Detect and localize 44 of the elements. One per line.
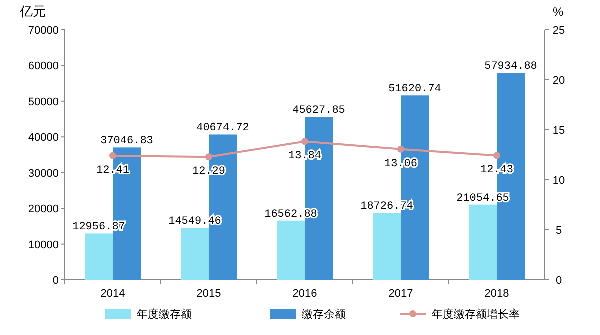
y2-tick-label: 15 — [552, 125, 566, 137]
y2-tick-label: 25 — [552, 25, 566, 37]
legend-label: 缴存余额 — [302, 308, 346, 321]
data-label: 13.84 — [288, 150, 322, 163]
y-tick-label: 30000 — [28, 168, 59, 180]
data-label: 13.06 — [384, 158, 418, 170]
y2-tick-label: 0 — [556, 275, 562, 287]
data-label: 45627.85 — [292, 105, 346, 118]
point — [398, 146, 404, 153]
y-tick-label: 70000 — [28, 25, 59, 37]
x-tick-label: 2016 — [292, 288, 318, 300]
data-label: 12.41 — [96, 164, 130, 177]
bar — [277, 220, 305, 280]
point — [110, 152, 116, 160]
y-tick-label: 20000 — [28, 204, 59, 216]
point — [494, 152, 500, 160]
y2-axis-title: % — [553, 5, 564, 19]
y-tick-label: 0 — [52, 275, 59, 287]
data-label: 37046.83 — [100, 136, 154, 148]
y-tick-label: 10000 — [28, 239, 59, 252]
data-label: 12.29 — [192, 166, 226, 178]
bar — [85, 234, 113, 280]
data-label: 57934.88 — [484, 61, 538, 74]
y2-tick-label: 5 — [556, 225, 562, 237]
x-tick-label: 2018 — [484, 288, 510, 300]
data-label: 40674.72 — [196, 122, 250, 135]
data-label: 12.43 — [480, 164, 514, 177]
y-tick-label: 40000 — [28, 132, 59, 144]
y2-tick-label: 10 — [552, 175, 566, 187]
bar — [469, 204, 497, 280]
point — [206, 154, 212, 161]
y-axis-title: 亿元 — [19, 4, 46, 19]
point — [302, 138, 308, 146]
data-label: 51620.74 — [388, 84, 442, 96]
y2-tick-label: 20 — [552, 75, 566, 87]
y-tick-label: 50000 — [28, 96, 59, 108]
x-tick-label: 2015 — [196, 288, 222, 300]
y-tick-label: 60000 — [28, 60, 59, 73]
legend-label: 年度缴存额增长率 — [432, 308, 520, 321]
bar — [373, 213, 401, 280]
legend-label: 年度缴存额 — [137, 308, 192, 321]
x-tick-label: 2014 — [100, 288, 126, 300]
x-tick-label: 2017 — [388, 288, 414, 300]
bar — [181, 228, 209, 280]
